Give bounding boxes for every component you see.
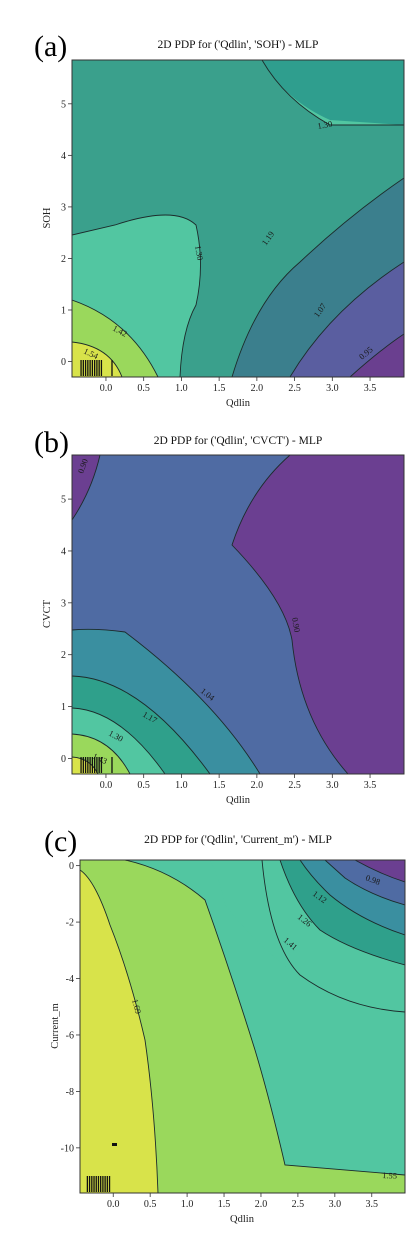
y-ticks-b: 0 1 2 3 4 5 xyxy=(61,495,72,765)
y-tick-label: 4 xyxy=(61,151,66,162)
chart-title-a: 2D PDP for ('Qdlin', 'SOH') - MLP xyxy=(158,39,319,51)
y-axis-label-b: CVCT xyxy=(42,599,53,628)
contour-lines-b xyxy=(72,455,349,774)
y-ticks-a: 0 1 2 3 4 5 xyxy=(61,99,72,368)
contour-fill-level-1.07 xyxy=(290,262,404,377)
chart-title-b: 2D PDP for ('Qdlin', 'CVCT') - MLP xyxy=(154,435,323,447)
y-tick-label: 0 xyxy=(61,357,66,368)
contour-label-c-5: 1.69 xyxy=(130,998,144,1015)
contour-plot-c xyxy=(80,860,405,1193)
x-tick-label: 2.0 xyxy=(255,1199,268,1210)
y-tick-label: 5 xyxy=(61,99,66,110)
contour-lines-a xyxy=(72,60,404,377)
plot-frame-b xyxy=(71,454,405,775)
y-tick-label: 5 xyxy=(61,495,66,506)
x-axis-label-b: Qdlin xyxy=(226,795,251,806)
y-tick-label: 3 xyxy=(61,598,66,609)
contour-fill-level-1.30-top xyxy=(72,60,404,377)
x-axis-label-a: Qdlin xyxy=(226,398,251,409)
x-ticks-a: 0.0 0.5 1.0 1.5 2.0 2.5 3.0 3.5 xyxy=(100,377,377,394)
x-tick-label: 1.0 xyxy=(175,383,188,394)
contour-fill-level-1.54 xyxy=(72,342,122,377)
x-tick-label: 1.5 xyxy=(213,383,226,394)
x-tick-label: 2.0 xyxy=(251,383,264,394)
x-tick-label: 0.0 xyxy=(100,780,113,791)
contour-label-b-2: 0.90 xyxy=(290,617,302,633)
rug-marks-a xyxy=(80,360,113,376)
contour-label-b-1: 0.90 xyxy=(75,457,89,474)
y-tick-label: 2 xyxy=(61,254,66,265)
y-tick-label: 3 xyxy=(61,202,66,213)
y-tick-label: -8 xyxy=(66,1087,74,1098)
y-tick-label: -6 xyxy=(66,1030,74,1041)
x-tick-label: 0.5 xyxy=(144,1199,157,1210)
panel-label-b: (b) xyxy=(34,426,69,459)
x-tick-label: 3.0 xyxy=(329,1199,342,1210)
x-tick-label: 2.0 xyxy=(251,780,264,791)
panel-label-a: (a) xyxy=(34,30,67,63)
contour-fill-level-1.19 xyxy=(72,60,404,125)
y-ticks-c: 0 -2 -4 -6 -8 -10 xyxy=(61,861,80,1154)
x-tick-label: 3.5 xyxy=(364,780,377,791)
x-tick-label: 2.5 xyxy=(292,1199,305,1210)
contour-label-a-1: 1.30 xyxy=(317,119,333,131)
x-ticks-b: 0.0 0.5 1.0 1.5 2.0 2.5 3.0 3.5 xyxy=(100,774,377,791)
contour-fill-level-0.95 xyxy=(350,334,404,377)
x-tick-label: 0.5 xyxy=(137,780,150,791)
x-tick-label: 0.0 xyxy=(107,1199,120,1210)
x-ticks-c: 0.0 0.5 1.0 1.5 2.0 2.5 3.0 3.5 xyxy=(107,1193,378,1210)
outlier-marker-c xyxy=(112,1143,117,1146)
x-tick-label: 0.0 xyxy=(100,383,113,394)
contour-plot-b xyxy=(72,455,404,774)
panel-a: (a) 2D PDP for ('Qdlin', 'SOH') - MLP 1 xyxy=(34,30,405,409)
y-tick-label: 1 xyxy=(61,702,66,713)
y-tick-label: 0 xyxy=(69,861,74,872)
contour-fill-level-1.69 xyxy=(80,870,158,1193)
x-tick-label: 2.5 xyxy=(288,780,301,791)
x-tick-label: 2.5 xyxy=(288,383,301,394)
x-tick-label: 1.0 xyxy=(175,780,188,791)
panel-b: (b) 2D PDP for ('Qdlin', 'CVCT') - MLP xyxy=(34,426,405,806)
y-axis-label-c: Current_m xyxy=(50,1003,61,1049)
y-tick-label: 4 xyxy=(61,546,66,557)
contour-plot-a xyxy=(72,60,404,377)
panel-c: (c) 2D PDP for ('Qdlin', 'Current_m') - … xyxy=(44,825,406,1225)
x-tick-label: 0.5 xyxy=(137,383,150,394)
chart-title-c: 2D PDP for ('Qdlin', 'Current_m') - MLP xyxy=(144,834,332,846)
rug-marks-c xyxy=(86,1176,111,1192)
x-tick-label: 3.5 xyxy=(366,1199,379,1210)
x-tick-label: 1.5 xyxy=(218,1199,231,1210)
contour-fill-level-1.55-green xyxy=(80,860,405,1193)
panel-label-c: (c) xyxy=(44,825,77,858)
y-tick-label: 1 xyxy=(61,305,66,316)
contour-fill-level-0.90 xyxy=(232,455,404,774)
y-tick-label: -10 xyxy=(61,1143,74,1154)
x-tick-label: 3.5 xyxy=(364,383,377,394)
x-tick-label: 3.0 xyxy=(326,383,339,394)
x-tick-label: 1.0 xyxy=(181,1199,194,1210)
plot-frame-c xyxy=(79,859,406,1194)
y-tick-label: -2 xyxy=(66,918,74,929)
x-axis-label-c: Qdlin xyxy=(230,1214,255,1225)
contour-label-c-6: 1.55 xyxy=(382,1170,397,1181)
contour-label-a-2: 1.30 xyxy=(193,245,205,261)
x-tick-label: 1.5 xyxy=(213,780,226,791)
plot-frame-a xyxy=(71,59,405,378)
contour-fill-level-0.84 xyxy=(355,860,405,882)
contour-fill-level-0.90-corner xyxy=(72,455,100,520)
y-tick-label: 2 xyxy=(61,650,66,661)
x-tick-label: 3.0 xyxy=(326,780,339,791)
y-axis-label-a: SOH xyxy=(42,207,53,228)
y-tick-label: -4 xyxy=(66,974,74,985)
rug-marks-b xyxy=(80,757,113,773)
contour-label-c-1: 0.98 xyxy=(364,872,381,886)
y-tick-label: 0 xyxy=(61,754,66,765)
contour-lines-c xyxy=(80,860,405,1193)
